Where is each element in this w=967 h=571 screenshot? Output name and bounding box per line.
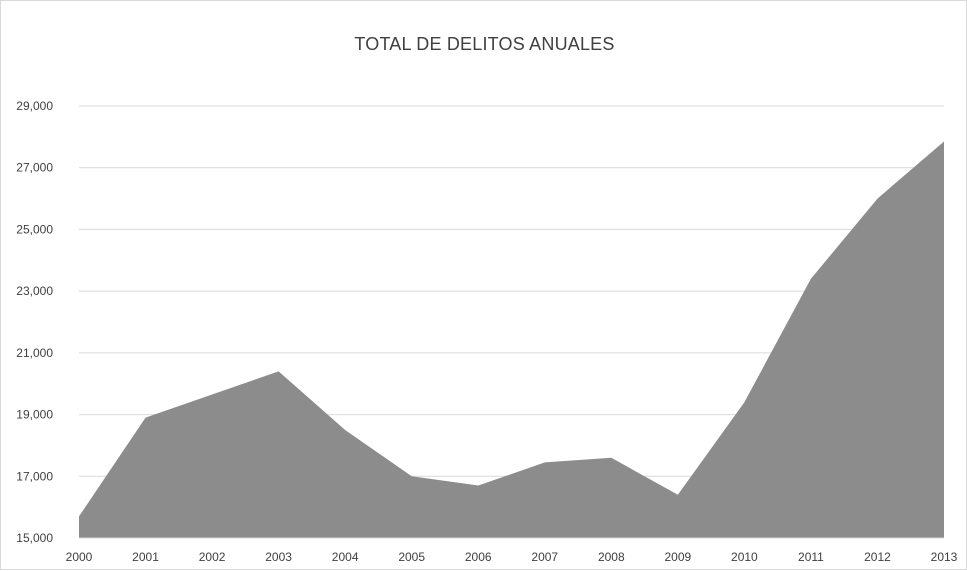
chart-title: TOTAL DE DELITOS ANUALES — [354, 34, 615, 54]
y-tick-label: 29,000 — [16, 99, 53, 113]
y-tick-label: 27,000 — [16, 161, 53, 175]
x-tick-label: 2013 — [931, 550, 958, 564]
y-tick-label: 15,000 — [16, 531, 53, 545]
x-tick-label: 2003 — [265, 550, 292, 564]
y-tick-label: 21,000 — [16, 346, 53, 360]
area-series — [79, 141, 944, 538]
y-tick-label: 19,000 — [16, 408, 53, 422]
x-tick-label: 2001 — [132, 550, 159, 564]
x-tick-label: 2000 — [66, 550, 93, 564]
x-tick-label: 2005 — [398, 550, 425, 564]
x-tick-label: 2011 — [798, 550, 824, 564]
y-tick-label: 25,000 — [16, 222, 53, 236]
x-tick-label: 2008 — [598, 550, 625, 564]
x-tick-label: 2006 — [465, 550, 492, 564]
x-tick-label: 2002 — [199, 550, 226, 564]
y-tick-label: 23,000 — [16, 284, 53, 298]
x-tick-label: 2012 — [864, 550, 891, 564]
x-tick-label: 2009 — [664, 550, 691, 564]
x-tick-label: 2007 — [531, 550, 558, 564]
x-tick-label: 2010 — [731, 550, 758, 564]
x-tick-label: 2004 — [332, 550, 359, 564]
y-tick-label: 17,000 — [16, 469, 53, 483]
